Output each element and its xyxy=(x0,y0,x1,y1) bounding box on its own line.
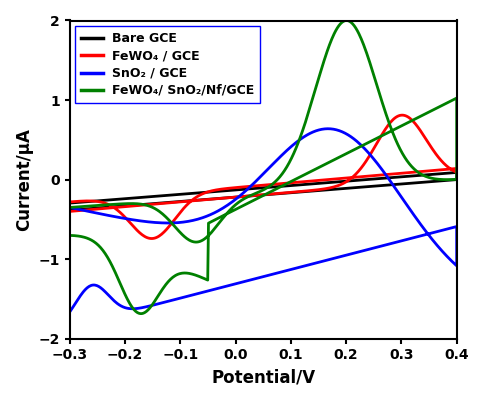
Y-axis label: Current/μA: Current/μA xyxy=(15,128,33,231)
Legend: Bare GCE, FeWO₄ / GCE, SnO₂ / GCE, FeWO₄/ SnO₂/Nf/GCE: Bare GCE, FeWO₄ / GCE, SnO₂ / GCE, FeWO₄… xyxy=(75,26,260,103)
X-axis label: Potential/V: Potential/V xyxy=(211,368,315,386)
